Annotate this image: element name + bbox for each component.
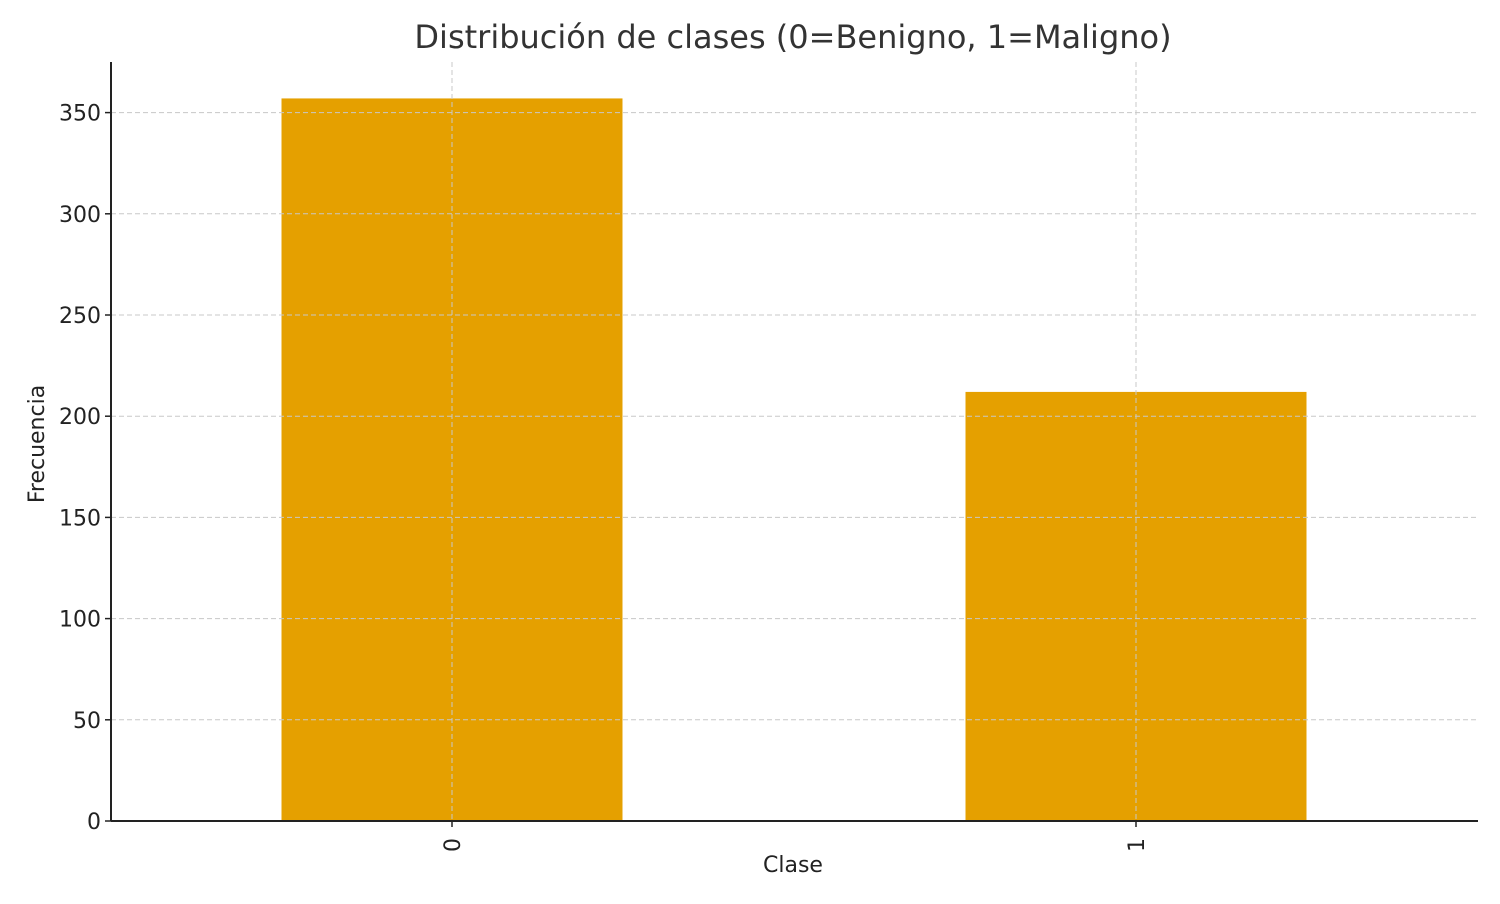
- y-tick-label: 300: [59, 203, 101, 228]
- y-tick-label: 250: [59, 304, 101, 329]
- ticks-layer: 0 50 100 150 200 250 300 350 0 1: [59, 102, 1150, 852]
- chart-title: Distribución de clases (0=Benigno, 1=Mal…: [414, 18, 1171, 56]
- y-tick-label: 200: [59, 405, 101, 430]
- axes-layer: [110, 62, 1478, 822]
- y-tick-label: 100: [59, 608, 101, 633]
- bars-layer: [281, 98, 1307, 821]
- y-tick-label: 350: [59, 102, 101, 127]
- x-axis-label: Clase: [763, 853, 823, 878]
- y-tick-label: 150: [59, 506, 101, 531]
- y-axis-label: Frecuencia: [25, 385, 50, 503]
- x-tick-label: 0: [441, 838, 466, 852]
- y-tick-label: 50: [73, 709, 101, 734]
- x-tick-label: 1: [1125, 838, 1150, 852]
- y-tick-label: 0: [87, 810, 101, 835]
- grid-layer: [111, 62, 1478, 821]
